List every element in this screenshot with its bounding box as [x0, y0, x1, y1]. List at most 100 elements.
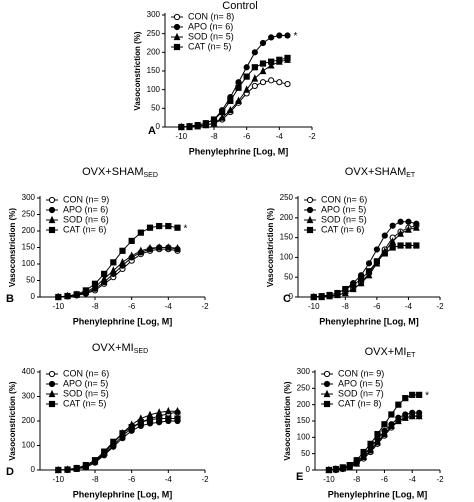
marker	[251, 64, 258, 71]
y-tick-label: 150	[297, 416, 311, 425]
y-tick-label: 50	[151, 103, 160, 112]
marker	[73, 291, 80, 298]
marker	[323, 389, 331, 398]
x-axis-label: Phenylephrine [Log, M]	[189, 146, 289, 156]
panel-label: E	[296, 471, 303, 483]
series-line	[181, 79, 288, 128]
marker	[284, 80, 291, 88]
marker	[381, 429, 388, 438]
marker	[388, 411, 395, 418]
marker	[243, 64, 250, 71]
marker	[373, 258, 380, 265]
marker	[412, 223, 420, 231]
marker	[226, 105, 234, 114]
x-tick-label: -10	[308, 302, 320, 311]
legend-label: SOD (n= 5)	[321, 214, 367, 224]
legend-label: CAT (n= 6)	[321, 224, 364, 234]
marker	[48, 206, 56, 214]
title-text: OVX+MI	[92, 342, 134, 354]
marker	[73, 464, 80, 472]
marker	[119, 258, 126, 266]
y-axis-label: Vasoconstriction (%)	[8, 381, 17, 460]
marker	[365, 268, 373, 275]
marker	[276, 56, 283, 63]
marker	[101, 270, 108, 277]
marker	[210, 118, 218, 127]
significance-mark: *	[425, 391, 429, 402]
marker	[360, 452, 367, 461]
marker	[259, 60, 267, 67]
marker	[381, 232, 388, 239]
series-line	[58, 247, 178, 298]
marker	[164, 243, 172, 251]
legend-label: SOD (n= 5)	[188, 31, 234, 41]
y-tick-label: 250	[22, 210, 36, 219]
marker	[268, 58, 275, 65]
x-tick-label: -6	[128, 475, 136, 484]
title-subscript: SED	[144, 172, 158, 179]
y-tick-label: 200	[22, 226, 36, 235]
marker	[353, 457, 360, 464]
x-tick-label: -6	[243, 132, 251, 141]
x-tick-label: -4	[276, 132, 284, 141]
marker	[173, 32, 181, 41]
marker	[210, 116, 218, 123]
marker	[381, 250, 388, 257]
marker	[146, 224, 154, 231]
x-tick-label: -10	[323, 475, 335, 484]
y-tick-label: 300	[22, 193, 36, 202]
marker	[306, 215, 314, 224]
marker	[64, 292, 71, 300]
marker	[235, 96, 242, 104]
panel-label: D	[6, 466, 14, 478]
x-tick-label: -2	[201, 302, 209, 311]
marker	[402, 395, 409, 402]
x-axis-label: Phenylephrine [Log, M]	[73, 489, 173, 499]
legend-label: CAT (n= 6)	[63, 224, 106, 234]
marker	[397, 242, 404, 249]
y-tick-label: 200	[297, 400, 311, 409]
marker	[389, 244, 396, 251]
marker	[268, 34, 275, 41]
marker	[326, 291, 333, 299]
y-tick-label: 0	[31, 292, 36, 301]
marker	[156, 415, 163, 422]
marker	[119, 247, 126, 254]
x-tick-label: -6	[128, 302, 136, 311]
panel: Control A 0 50 100 150 200 250 300 -10 -8 -6 -4 -2 Phe…	[133, 0, 316, 156]
panel-title: OVX+MIET	[365, 346, 417, 359]
marker	[202, 120, 209, 127]
marker	[306, 226, 314, 234]
y-tick-label: 100	[22, 441, 36, 450]
marker	[346, 462, 353, 469]
title-text: OVX+SHAM	[345, 166, 406, 178]
marker	[349, 284, 357, 293]
panel-title: OVX+MISED	[92, 342, 148, 355]
marker	[48, 226, 56, 234]
significance-mark: *	[294, 31, 298, 42]
marker	[174, 243, 181, 252]
marker	[350, 282, 357, 289]
x-tick-label: -6	[373, 302, 381, 311]
marker	[259, 79, 267, 86]
y-tick-label: 150	[147, 66, 161, 75]
marker	[137, 229, 144, 236]
marker	[128, 251, 136, 259]
legend-label: APO (n= 5)	[338, 378, 383, 388]
series-line	[313, 227, 417, 298]
x-tick-label: -2	[436, 475, 444, 484]
marker	[394, 416, 402, 425]
legend-label: APO (n= 6)	[63, 204, 108, 214]
legend-label: CON (n= 9)	[63, 194, 109, 204]
series-line	[58, 247, 178, 298]
marker	[413, 242, 420, 249]
y-tick-label: 100	[147, 85, 161, 94]
marker	[165, 222, 172, 230]
legend-label: CON (n= 9)	[338, 368, 384, 378]
legend-label: CON (n= 6)	[321, 194, 367, 204]
y-tick-label: 300	[147, 10, 161, 19]
y-tick-label: 200	[147, 47, 161, 56]
marker	[323, 370, 331, 378]
marker	[342, 285, 349, 293]
